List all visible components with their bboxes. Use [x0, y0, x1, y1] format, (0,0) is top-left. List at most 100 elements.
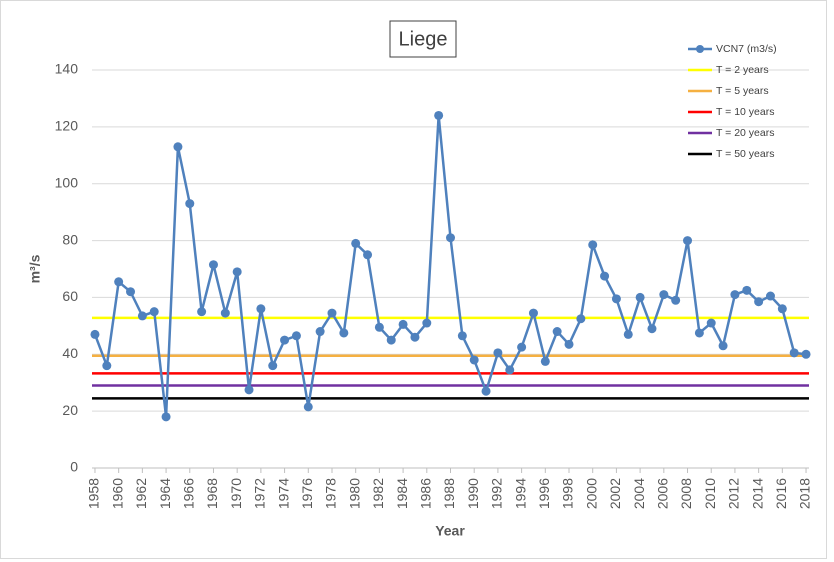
data-point [446, 233, 455, 243]
data-point [137, 311, 147, 321]
x-tick-label: 1964 [157, 478, 173, 509]
data-point [528, 308, 538, 318]
data-point [327, 308, 337, 318]
y-tick-label: 100 [55, 174, 79, 190]
data-point [208, 260, 218, 270]
data-point [683, 236, 693, 246]
x-tick-label: 1966 [180, 478, 196, 509]
x-tick-label: 1968 [204, 478, 220, 509]
x-tick-label: 1980 [346, 478, 362, 509]
data-point [220, 308, 230, 318]
data-point [789, 348, 799, 358]
data-point [114, 277, 124, 287]
data-point [291, 331, 301, 341]
x-tick-label: 1986 [418, 478, 434, 509]
data-point [410, 332, 420, 342]
data-point [244, 385, 254, 395]
x-tick-label: 2008 [678, 478, 694, 509]
data-point [256, 304, 266, 314]
x-tick-label: 1958 [86, 478, 102, 509]
data-point [552, 327, 562, 337]
x-tick-label: 2000 [583, 478, 599, 509]
x-tick-label: 1976 [299, 478, 315, 509]
data-point [730, 290, 740, 300]
data-point [422, 318, 432, 328]
y-tick-label: 20 [62, 402, 78, 418]
data-point [126, 287, 136, 297]
data-point [315, 327, 325, 337]
data-point [576, 314, 586, 324]
legend-label: T = 5 years [716, 85, 769, 97]
data-point [588, 240, 598, 250]
data-point [706, 318, 716, 328]
data-point [635, 292, 645, 302]
data-point [801, 349, 811, 359]
data-point [351, 238, 361, 248]
data-point [386, 335, 396, 345]
data-point [777, 304, 787, 314]
x-tick-label: 1972 [252, 478, 268, 509]
x-tick-label: 2012 [726, 478, 742, 509]
data-point [647, 324, 657, 334]
data-point [268, 361, 278, 371]
y-tick-label: 0 [70, 459, 78, 475]
data-point [374, 322, 384, 332]
data-point [469, 355, 479, 365]
data-point [517, 342, 527, 352]
x-axis-label: Year [435, 523, 465, 539]
x-tick-label: 1970 [228, 478, 244, 509]
y-axis-label: m³/s [27, 254, 43, 283]
data-point [623, 329, 633, 339]
x-tick-label: 1960 [109, 478, 125, 509]
data-point [398, 319, 408, 329]
data-point [161, 412, 171, 422]
data-point [232, 267, 242, 277]
data-point [280, 335, 290, 345]
data-point [754, 297, 764, 307]
y-tick-label: 120 [55, 118, 79, 134]
y-tick-label: 140 [55, 61, 79, 77]
x-tick-label: 2010 [702, 478, 718, 509]
y-tick-label: 40 [62, 345, 78, 361]
x-tick-label: 2014 [749, 478, 765, 509]
x-tick-label: 1974 [275, 478, 291, 509]
data-point [600, 271, 610, 281]
data-point [493, 348, 503, 358]
data-point [303, 402, 313, 412]
data-point [90, 329, 100, 339]
chart-title: Liege [399, 28, 448, 50]
x-tick-label: 1998 [560, 478, 576, 509]
data-point [505, 365, 515, 375]
legend-label: VCN7 (m3/s) [716, 43, 777, 55]
y-tick-label: 60 [62, 288, 78, 304]
x-tick-label: 1988 [441, 478, 457, 509]
data-point [102, 361, 112, 371]
legend-label: T = 20 years [716, 127, 774, 139]
data-point [742, 285, 752, 295]
data-point [185, 199, 195, 209]
legend-marker [696, 45, 704, 53]
data-point [457, 331, 467, 341]
data-point [671, 295, 681, 305]
x-tick-label: 1994 [512, 478, 528, 509]
x-tick-label: 1990 [465, 478, 481, 509]
data-point [765, 291, 775, 301]
data-point [363, 250, 373, 260]
x-tick-label: 1996 [536, 478, 552, 509]
title-box [389, 20, 457, 58]
x-tick-label: 2016 [773, 478, 789, 509]
data-point [481, 386, 491, 396]
data-point [659, 290, 669, 300]
data-point [434, 110, 444, 120]
x-tick-label: 1962 [133, 478, 149, 509]
legend-label: T = 10 years [716, 106, 774, 118]
x-tick-label: 2018 [797, 478, 813, 509]
legend-label: T = 50 years [716, 148, 774, 160]
x-tick-label: 2006 [655, 478, 671, 509]
data-point [564, 339, 574, 349]
data-point [540, 356, 550, 366]
x-tick-label: 2004 [631, 478, 647, 509]
x-tick-label: 1984 [394, 478, 410, 509]
data-point [694, 328, 704, 338]
